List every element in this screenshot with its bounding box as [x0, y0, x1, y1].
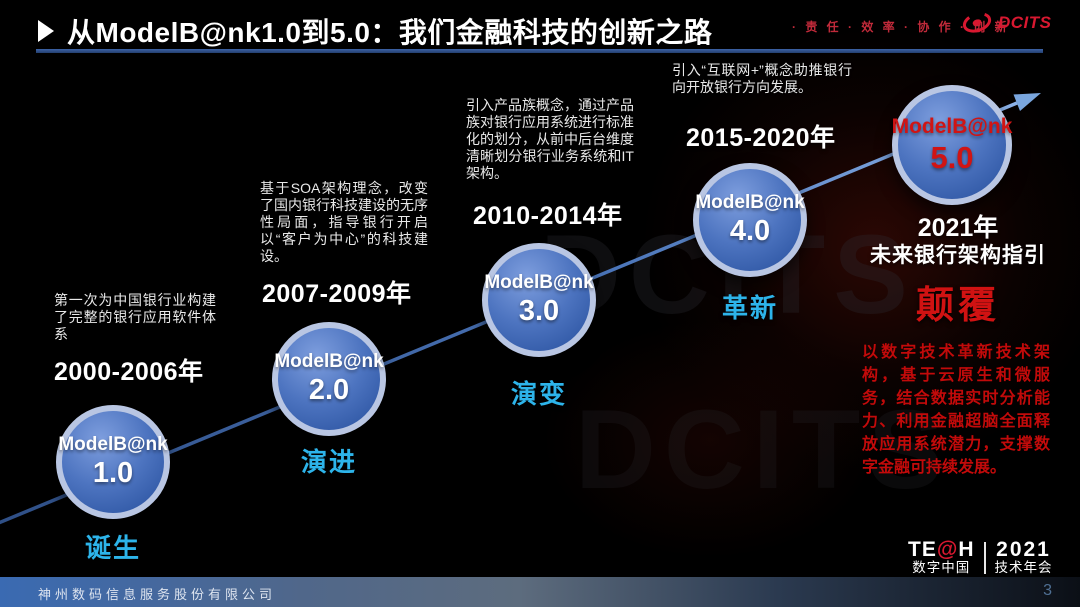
- dcits-swirl-icon: [962, 12, 992, 33]
- company-name: 神州数码信息服务股份有限公司: [38, 587, 277, 602]
- milestone-name: ModelB@nk: [484, 272, 594, 293]
- milestone-years: 2010-2014年: [473, 202, 623, 230]
- tech-conference-logo: TE@H 数字中国 2021 技术年会: [908, 538, 1053, 576]
- milestone-years: 2000-2006年: [54, 358, 204, 386]
- milestone-years: 2007-2009年: [262, 280, 412, 308]
- tech-logo-year-block: 2021 技术年会: [994, 538, 1053, 576]
- milestone-node-1: ModelB@nk 1.0: [56, 405, 170, 519]
- milestone-version: 4.0: [729, 215, 771, 247]
- milestone-node-4: ModelB@nk 4.0: [693, 163, 807, 277]
- milestone-label: 演变: [510, 379, 567, 409]
- tech-logo-te: TE: [908, 538, 937, 561]
- milestone-version: 3.0: [518, 295, 560, 327]
- milestone-name: ModelB@nk: [695, 192, 805, 213]
- milestone-years: 2015-2020年: [686, 124, 836, 152]
- page-title: 从ModelB@nk1.0到5.0：我们金融科技的创新之路: [67, 17, 713, 48]
- tech-logo-h: H: [958, 538, 975, 561]
- milestone-label: 革新: [721, 293, 778, 323]
- milestone-name: ModelB@nk: [274, 351, 384, 372]
- milestone-node-5: ModelB@nk 5.0: [892, 85, 1012, 205]
- tech-logo-brand-sub: 数字中国: [912, 560, 971, 575]
- milestone-label: 演进: [300, 447, 357, 477]
- tech-logo-year: 2021: [996, 538, 1051, 561]
- footer-bar: 神州数码信息服务股份有限公司 3: [0, 577, 1080, 607]
- dcits-logo-text: DCITS: [998, 12, 1052, 32]
- milestone-name: ModelB@nk: [891, 114, 1013, 138]
- title-bullet-icon: [38, 20, 54, 42]
- header: 从ModelB@nk1.0到5.0：我们金融科技的创新之路: [38, 11, 712, 51]
- tech-logo-divider: [983, 542, 986, 574]
- milestone-version: 5.0: [930, 139, 974, 175]
- milestone-version: 2.0: [308, 374, 350, 406]
- milestone-node-3: ModelB@nk 3.0: [482, 243, 596, 357]
- milestone-subtitle: 未来银行架构指引: [870, 244, 1046, 267]
- tech-logo-brand: TE@H: [908, 538, 975, 561]
- milestone-label: 诞生: [84, 533, 141, 563]
- milestone-description: 基于SOA架构理念，改变了国内银行科技建设的无序性局面，指导银行开启以“客户为中…: [260, 180, 428, 264]
- milestone-description: 引入“互联网+”概念助推银行向开放银行方向发展。: [672, 62, 852, 95]
- milestone-node-2: ModelB@nk 2.0: [272, 322, 386, 436]
- milestone-description: 第一次为中国银行业构建了完整的银行应用软件体系: [54, 292, 216, 342]
- milestone-years: 2021年: [917, 214, 999, 242]
- milestone-version: 1.0: [92, 457, 134, 489]
- milestone-name: ModelB@nk: [58, 434, 168, 455]
- tech-logo-brand-block: TE@H 数字中国: [908, 538, 975, 576]
- background-watermark: DCITS: [575, 387, 951, 512]
- tech-at-icon: @: [936, 538, 959, 561]
- page-number: 3: [1043, 582, 1052, 599]
- milestone-description: 引入产品族概念，通过产品族对银行应用系统进行标准化的划分，从前中后台维度清晰划分…: [466, 97, 634, 181]
- milestone-label: 颠覆: [915, 285, 1000, 327]
- milestone-description: 以数字技术革新技术架构，基于云原生和微服务，结合数据实时分析能力、利用金融超脑全…: [862, 344, 1050, 476]
- tech-logo-year-sub: 技术年会: [994, 560, 1053, 575]
- title-underline: [36, 49, 1043, 53]
- dcits-logo: DCITS: [960, 9, 1052, 36]
